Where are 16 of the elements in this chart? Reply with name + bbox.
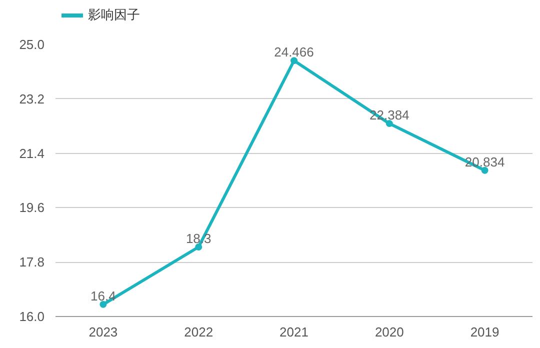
point	[100, 300, 107, 308]
y-tick-label: 16.0	[19, 309, 45, 324]
y-tick-label: 21.4	[19, 146, 45, 161]
y-tick-label: 25.0	[19, 37, 45, 52]
x-tick-label: 2021	[280, 324, 308, 340]
data-label: 16.4	[90, 288, 116, 304]
x-tick-label: 2020	[374, 324, 404, 340]
x-tick-label: 2022	[184, 324, 214, 340]
point	[290, 57, 298, 64]
y-tick-label: 17.8	[19, 254, 45, 270]
x-tick-label: 2023	[88, 324, 118, 340]
legend-label: 影响因子	[88, 6, 140, 24]
y-tick-label: 23.2	[19, 91, 45, 106]
y-tick-label: 19.6	[19, 200, 45, 216]
data-label: 24.466	[274, 44, 314, 60]
x-tick-label: 2019	[470, 324, 500, 340]
